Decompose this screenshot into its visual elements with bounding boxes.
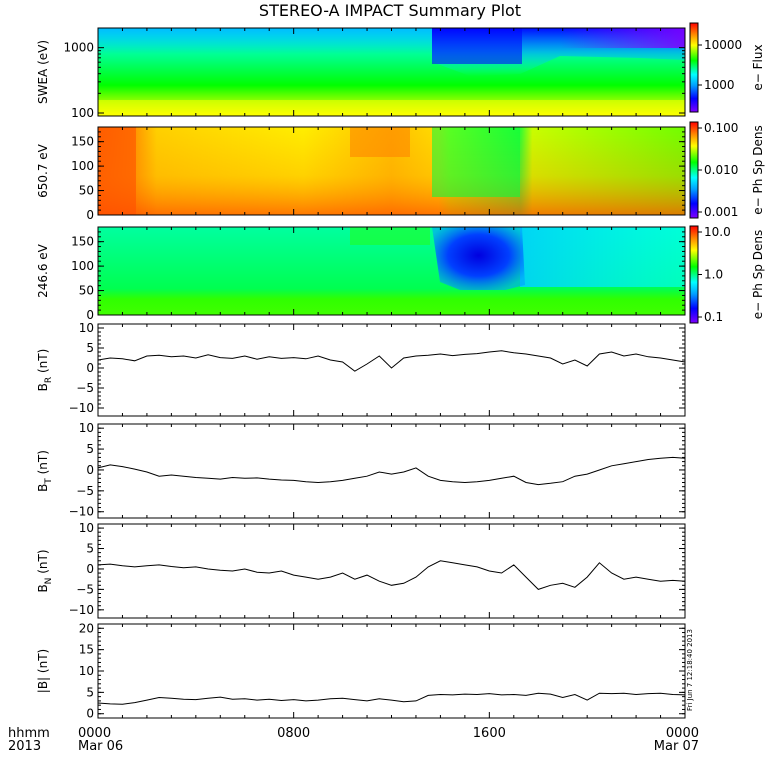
colorbar-1: 10000 1000 e− Flux <box>689 22 765 113</box>
y-tick-label: −5 <box>76 582 94 596</box>
colorbar-tick-label: 0.100 <box>704 121 738 135</box>
y-tick-label: 10 <box>79 421 94 435</box>
y-tick-label: −10 <box>69 505 94 519</box>
y-tick-label: 50 <box>79 184 94 198</box>
colorbar-label: e− Ph Sp Dens <box>751 125 765 214</box>
x-tick-label: 0800 <box>277 726 310 741</box>
colorbar-tick-label: 0.010 <box>704 163 738 177</box>
y-tick-label: 100 <box>71 106 94 120</box>
y-tick-label: 5 <box>86 442 94 456</box>
y-tick-label: 100 <box>71 159 94 173</box>
x-corner-label: hhmm <box>8 726 50 741</box>
y-tick-label: 0 <box>86 361 94 375</box>
spectrogram-axis-1: 1000 100 SWEA (eV) <box>36 27 686 120</box>
pad-246-spectrogram <box>98 227 685 315</box>
y-tick-label: 1000 <box>63 41 94 55</box>
y-tick-label: 0 <box>86 308 94 322</box>
y-tick-label: 0 <box>86 208 94 222</box>
y-tick-label: 150 <box>71 235 94 249</box>
y-tick-label: 15 <box>79 643 94 657</box>
colorbar-tick-label: 0.001 <box>704 205 738 219</box>
colorbar-tick-label: 1.0 <box>704 268 723 282</box>
panel-frame <box>97 323 686 417</box>
field-series-line <box>97 560 686 590</box>
y-axis-label: BN (nT) <box>36 549 54 592</box>
spectrogram-axes: 1000 100 SWEA (eV) 150 100 50 0 650.7 eV 150 100 5… <box>36 27 686 322</box>
field-panel-3: 10 5 0 −5 −10 BN (nT) <box>36 521 686 619</box>
y-tick-label: 100 <box>71 259 94 273</box>
colorbar-label: e− Ph Sp Dens <box>751 230 765 319</box>
spectrogram-axis-2: 150 100 50 0 650.7 eV <box>36 126 686 222</box>
y-axis-label: 246.6 eV <box>36 243 50 298</box>
y-tick-label: −10 <box>69 401 94 415</box>
pad-650-spectrogram <box>98 127 685 215</box>
y-axis-label: SWEA (eV) <box>36 40 50 104</box>
y-axis-label: 650.7 eV <box>36 143 50 198</box>
y-tick-label: 5 <box>86 685 94 699</box>
plot-title: STEREO-A IMPACT Summary Plot <box>259 1 521 20</box>
y-axis-label: BR (nT) <box>36 349 54 392</box>
panel-frame <box>97 523 686 619</box>
colorbar-tick-label: 1000 <box>704 78 735 92</box>
y-tick-label: 50 <box>79 284 94 298</box>
colorbar-2: 0.100 0.010 0.001 e− Ph Sp Dens <box>689 121 765 219</box>
colorbar-tick-label: 10000 <box>704 38 742 52</box>
x-tick-label: 0000 <box>78 726 111 741</box>
x-corner-label: 2013 <box>8 739 41 754</box>
x-date-label: Mar 07 <box>654 739 699 754</box>
y-tick-label: 5 <box>86 542 94 556</box>
y-tick-label: 10 <box>79 521 94 535</box>
y-tick-label: −10 <box>69 603 94 617</box>
colorbars: 10000 1000 e− Flux 0.100 0.010 0.001 e− Ph Sp … <box>689 22 765 324</box>
x-tick-label: 0000 <box>666 726 699 741</box>
y-tick-label: 0 <box>86 463 94 477</box>
spectrogram-axis-3: 150 100 50 0 246.6 eV <box>36 226 686 322</box>
colorbar-3: 10.0 1.0 0.1 e− Ph Sp Dens <box>689 225 765 324</box>
field-panel-2: 10 5 0 −5 −10 BT (nT) <box>36 421 686 519</box>
panel-frame <box>97 623 686 719</box>
x-date-label: Mar 06 <box>78 739 123 754</box>
panel-frame <box>97 423 686 519</box>
y-tick-label: 150 <box>71 135 94 149</box>
swea-spectrogram <box>98 28 685 116</box>
y-tick-label: −5 <box>76 381 94 395</box>
y-tick-label: 0 <box>86 562 94 576</box>
spectrogram-panels <box>98 28 685 315</box>
x-tick-label: 1600 <box>473 726 506 741</box>
field-series-line <box>97 456 686 486</box>
field-series-line <box>97 350 686 372</box>
colorbar-label: e− Flux <box>751 44 765 90</box>
magnetic-field-panels: 10 5 0 −5 −10 BR (nT) 10 5 0 −5 −10 BT (nT) 10 5 0 −5 −1… <box>36 321 686 721</box>
y-tick-label: 10 <box>79 321 94 335</box>
field-panel-4: 20 15 10 5 0 |B| (nT) <box>36 621 686 721</box>
field-panel-1: 10 5 0 −5 −10 BR (nT) <box>36 321 686 417</box>
colorbar-tick-label: 10.0 <box>704 225 731 239</box>
colorbar-gradient <box>689 121 699 219</box>
field-series-line <box>97 692 686 705</box>
colorbar-tick-label: 0.1 <box>704 310 723 324</box>
y-axis-label: |B| (nT) <box>36 649 50 693</box>
y-tick-label: 20 <box>79 621 94 635</box>
y-tick-label: −5 <box>76 484 94 498</box>
y-tick-label: 5 <box>86 341 94 355</box>
colorbar-gradient <box>689 22 699 113</box>
plot-timestamp: Fri Jun 7 12:18:40 2013 <box>686 629 694 711</box>
y-tick-label: 10 <box>79 664 94 678</box>
colorbar-gradient <box>689 225 699 324</box>
y-tick-label: 0 <box>86 707 94 721</box>
y-axis-label: BT (nT) <box>36 450 54 492</box>
